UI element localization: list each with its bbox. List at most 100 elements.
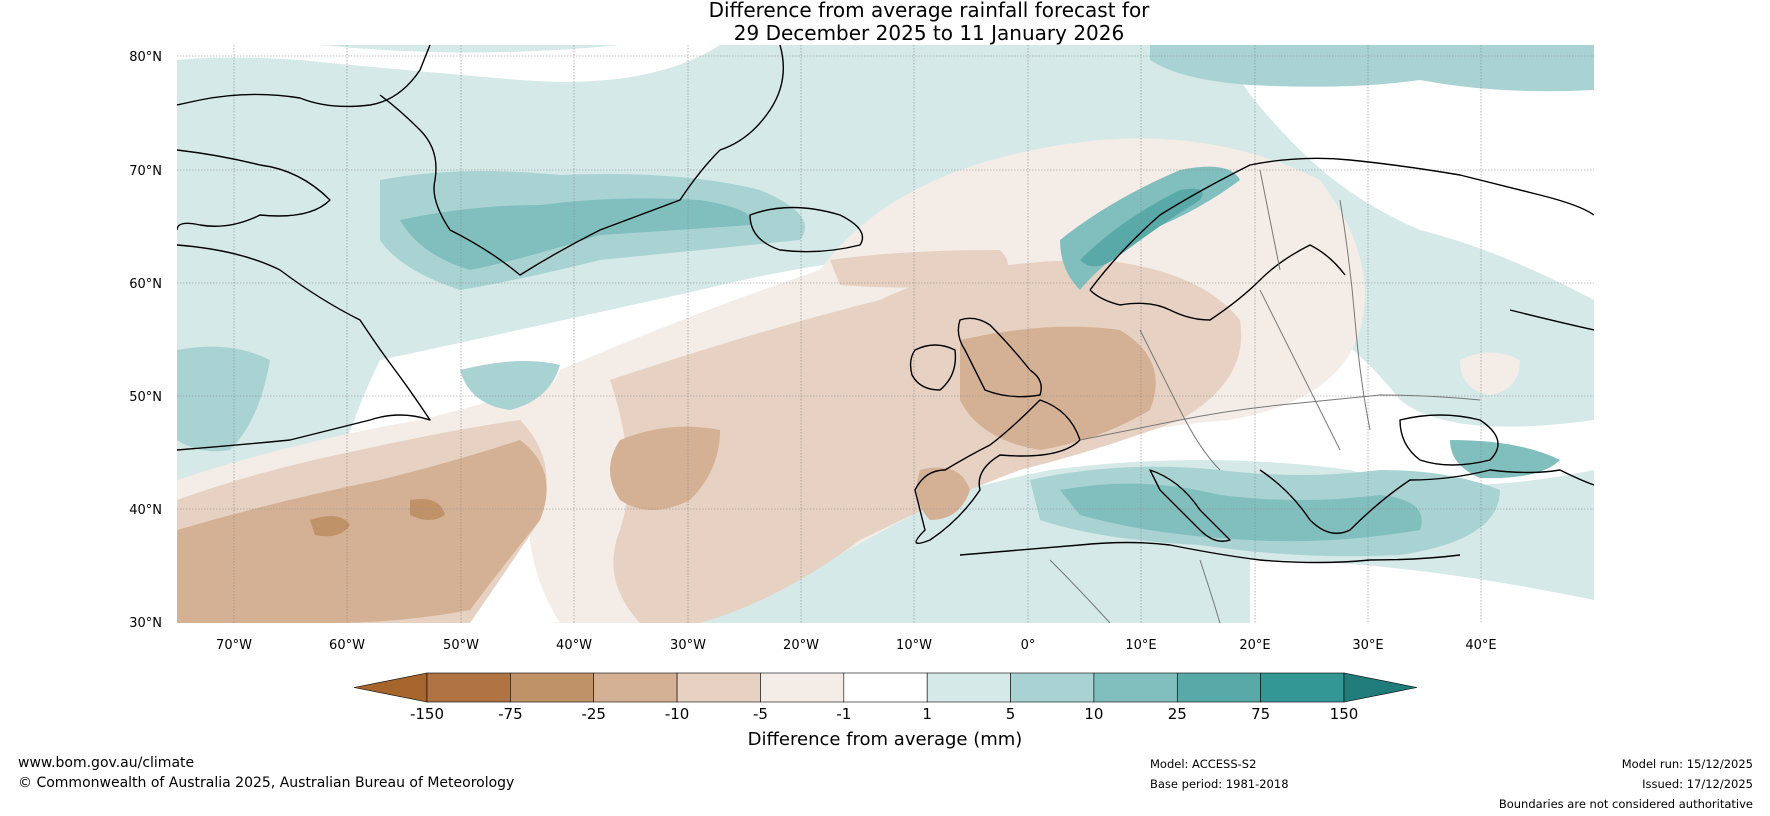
- colorbar-segment: [1010, 672, 1095, 703]
- shade-well-below-azores: [610, 426, 720, 510]
- map-panel: [177, 45, 1594, 623]
- colorbar-segment: [593, 672, 678, 703]
- boundary-algeria: [1049, 559, 1111, 623]
- coast-north-africa: [959, 541, 1461, 564]
- shade-well-below-iberia: [916, 467, 970, 520]
- graticule: [177, 45, 1594, 623]
- coast-labrador: [177, 244, 431, 451]
- lon-label-50w: 50°W: [443, 638, 479, 653]
- rainfall-anomaly-shading: [177, 45, 1594, 623]
- colorbar-segment: [1093, 672, 1178, 703]
- colorbar-tick-label: -1: [836, 705, 851, 723]
- shade-near-average-northeast: [1240, 45, 1594, 300]
- lat-label-70n: 70°N: [129, 164, 162, 179]
- lat-label-60n: 60°N: [129, 277, 162, 292]
- lon-label-40e: 40°E: [1465, 638, 1496, 653]
- shade-much-below-atlantic-2: [410, 499, 445, 520]
- coast-iberia-france: [914, 399, 1081, 544]
- coast-ireland: [909, 344, 957, 391]
- lon-label-40w: 40°W: [556, 638, 592, 653]
- shade-well-above-mediterranean: [1060, 483, 1422, 542]
- colorbar-tick-label: 10: [1084, 705, 1103, 723]
- footer-copyright: © Commonwealth of Australia 2025, Austra…: [18, 775, 515, 791]
- lat-label-30n: 30°N: [129, 616, 162, 631]
- footer-url[interactable]: www.bom.gov.au/climate: [18, 755, 195, 771]
- colorbar-segment: [760, 672, 845, 703]
- shade-above-svalbard: [1150, 45, 1594, 92]
- colorbar-tick-label: 150: [1330, 705, 1359, 723]
- coast-baltic: [1089, 244, 1346, 321]
- footer-model-run: Model run: 15/12/2025: [1621, 757, 1753, 771]
- lat-label-80n: 80°N: [129, 50, 162, 65]
- colorbar-tick-label: -25: [581, 705, 606, 723]
- coast-russia-north: [1509, 309, 1594, 331]
- colorbar-title: Difference from average (mm): [748, 729, 1023, 750]
- lat-label-50n: 50°N: [129, 390, 162, 405]
- colorbar-segment: [426, 672, 511, 703]
- colorbar-segment: [676, 672, 761, 703]
- boundary-germany: [1139, 329, 1221, 471]
- boundary-sweden: [1259, 169, 1281, 271]
- shade-above-labrador: [177, 346, 270, 452]
- colorbar-extend-high: [1343, 672, 1418, 703]
- footer-disclaimer: Boundaries are not considered authoritat…: [1498, 797, 1753, 811]
- colorbar-tick-label: -150: [410, 705, 444, 723]
- lon-label-0: 0°: [1021, 638, 1036, 653]
- colorbar-tick-label: -10: [665, 705, 690, 723]
- coast-balkans-turkey: [1259, 469, 1594, 534]
- colorbar-extend-low: [353, 672, 428, 703]
- colorbar-segment: [1176, 672, 1261, 703]
- colorbar-segment: [926, 672, 1011, 703]
- coast-scandinavia-north: [1089, 157, 1594, 291]
- colorbar-tick-label: 5: [1006, 705, 1016, 723]
- coast-greenland: [379, 45, 785, 276]
- map-title: Difference from average rainfall forecas…: [0, 0, 1770, 23]
- lon-label-60w: 60°W: [329, 638, 365, 653]
- coast-arctic-canada: [177, 45, 431, 108]
- lon-label-10w: 10°W: [896, 638, 932, 653]
- footer-issued: Issued: 17/12/2025: [1642, 777, 1753, 791]
- colorbar-segment: [843, 672, 928, 703]
- title-line-1: Difference from average rainfall forecas…: [708, 0, 1150, 22]
- colorbar-tick-label: 25: [1168, 705, 1187, 723]
- lon-label-30w: 30°W: [670, 638, 706, 653]
- lon-label-20e: 20°E: [1239, 638, 1270, 653]
- coast-baffin-island: [177, 149, 331, 231]
- map-subtitle: 29 December 2025 to 11 January 2026: [0, 21, 1770, 46]
- colorbar-tick-label: -75: [498, 705, 523, 723]
- colorbar-tick-label: -5: [753, 705, 768, 723]
- shade-above-newfoundland: [460, 361, 560, 410]
- footer-base-period: Base period: 1981-2018: [1150, 777, 1289, 791]
- colorbar: -150 -75 -25 -10 -5 -1 1 5 10 25 75 150: [353, 672, 1418, 723]
- boundary-libya: [1199, 559, 1221, 623]
- shade-well-above-black-sea: [1450, 440, 1560, 479]
- lon-label-70w: 70°W: [216, 638, 252, 653]
- longitude-axis: 70°W 60°W 50°W 40°W 30°W 20°W 10°W 0° 10…: [216, 638, 1497, 653]
- boundary-poland: [1259, 289, 1341, 451]
- lon-label-30e: 30°E: [1352, 638, 1383, 653]
- coast-great-britain: [957, 317, 1042, 398]
- shade-below-north-atlantic: [830, 250, 1008, 288]
- colorbar-segment: [510, 672, 595, 703]
- coastlines: [177, 45, 1594, 564]
- shade-well-below-atlantic: [177, 440, 547, 623]
- country-boundaries: [1049, 169, 1481, 623]
- title-line-2: 29 December 2025 to 11 January 2026: [733, 21, 1125, 45]
- lon-label-10e: 10°E: [1125, 638, 1156, 653]
- lon-label-20w: 20°W: [783, 638, 819, 653]
- colorbar-tick-label: 1: [922, 705, 932, 723]
- colorbar-tick-label: 75: [1251, 705, 1270, 723]
- shade-slightly-below-east: [1460, 352, 1520, 395]
- latitude-axis: 80°N 70°N 60°N 50°N 40°N 30°N: [129, 50, 162, 631]
- coast-iceland: [749, 206, 864, 253]
- shade-near-average-north: [177, 45, 720, 82]
- coast-italy: [1149, 469, 1231, 542]
- lat-label-40n: 40°N: [129, 503, 162, 518]
- colorbar-segment: [1260, 672, 1345, 703]
- boundary-finland-russia: [1339, 199, 1371, 431]
- boundary-central-europe: [1079, 394, 1481, 441]
- shade-near-average-south: [1250, 560, 1594, 623]
- footer-model: Model: ACCESS-S2: [1150, 757, 1257, 771]
- shade-much-below-atlantic: [310, 516, 350, 537]
